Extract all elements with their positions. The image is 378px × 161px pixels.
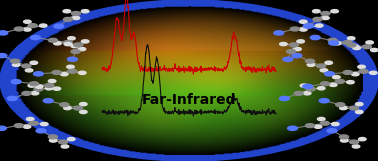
Circle shape [71, 44, 78, 48]
Circle shape [358, 137, 366, 141]
Circle shape [329, 83, 337, 86]
Circle shape [274, 31, 284, 35]
Circle shape [60, 73, 68, 76]
Circle shape [63, 10, 71, 13]
Circle shape [352, 145, 360, 148]
Circle shape [31, 35, 40, 40]
Circle shape [350, 140, 359, 144]
Circle shape [25, 69, 33, 72]
Circle shape [67, 137, 75, 141]
Text: Far-Infrared: Far-Infrared [142, 93, 236, 107]
Circle shape [64, 17, 73, 21]
Circle shape [318, 117, 325, 121]
Circle shape [310, 35, 320, 40]
Circle shape [22, 91, 31, 95]
Circle shape [294, 91, 303, 95]
Circle shape [343, 41, 352, 44]
Circle shape [34, 87, 43, 91]
Circle shape [39, 24, 47, 27]
Circle shape [73, 106, 82, 110]
Circle shape [78, 47, 86, 51]
Circle shape [74, 43, 83, 47]
Circle shape [341, 139, 348, 142]
Circle shape [328, 38, 337, 42]
Circle shape [327, 129, 337, 133]
Circle shape [23, 20, 31, 23]
Circle shape [304, 24, 313, 28]
Circle shape [339, 106, 347, 110]
Circle shape [317, 64, 326, 68]
Circle shape [333, 42, 341, 45]
Circle shape [0, 53, 7, 58]
Circle shape [318, 87, 325, 90]
Circle shape [36, 85, 43, 88]
Circle shape [322, 16, 329, 20]
Circle shape [79, 103, 87, 106]
Circle shape [305, 124, 314, 128]
Circle shape [52, 71, 61, 74]
Circle shape [53, 87, 60, 90]
Circle shape [290, 27, 299, 31]
Circle shape [305, 59, 314, 63]
Circle shape [297, 40, 304, 43]
Circle shape [36, 129, 46, 133]
Circle shape [347, 80, 354, 84]
Circle shape [315, 24, 323, 27]
Circle shape [28, 24, 37, 28]
Circle shape [81, 10, 89, 13]
Circle shape [23, 125, 31, 128]
Circle shape [320, 121, 329, 125]
Circle shape [71, 12, 81, 15]
Circle shape [347, 43, 356, 47]
Circle shape [370, 48, 378, 52]
Circle shape [333, 76, 340, 79]
Circle shape [353, 46, 361, 50]
Circle shape [43, 99, 53, 103]
Circle shape [45, 87, 53, 90]
Circle shape [11, 59, 20, 63]
Circle shape [0, 31, 8, 35]
Circle shape [45, 84, 54, 87]
Circle shape [40, 122, 48, 126]
Circle shape [352, 73, 359, 76]
Circle shape [343, 71, 352, 74]
Circle shape [68, 37, 75, 40]
Circle shape [336, 103, 345, 107]
Circle shape [294, 47, 301, 51]
Circle shape [355, 103, 363, 106]
Circle shape [48, 80, 56, 83]
Circle shape [331, 10, 338, 13]
Circle shape [321, 12, 330, 15]
Circle shape [303, 84, 313, 89]
Circle shape [280, 43, 287, 46]
Circle shape [68, 69, 77, 73]
Circle shape [363, 45, 372, 49]
Circle shape [14, 27, 23, 31]
Circle shape [63, 41, 72, 44]
Circle shape [370, 71, 377, 74]
Circle shape [300, 84, 308, 87]
Circle shape [299, 20, 307, 23]
Circle shape [320, 69, 328, 72]
Circle shape [313, 17, 322, 21]
Circle shape [287, 50, 296, 53]
Circle shape [64, 43, 72, 46]
Circle shape [79, 110, 87, 114]
Circle shape [325, 72, 335, 76]
Circle shape [59, 140, 68, 144]
Circle shape [31, 92, 39, 95]
Circle shape [279, 96, 289, 100]
Circle shape [48, 38, 57, 42]
Circle shape [289, 43, 298, 47]
Circle shape [72, 16, 80, 20]
Circle shape [67, 57, 77, 61]
Circle shape [325, 61, 332, 64]
Circle shape [50, 139, 57, 142]
Circle shape [313, 10, 320, 13]
Circle shape [350, 44, 358, 48]
Circle shape [299, 28, 307, 31]
Circle shape [67, 65, 74, 68]
Circle shape [28, 84, 36, 87]
Circle shape [48, 135, 57, 139]
